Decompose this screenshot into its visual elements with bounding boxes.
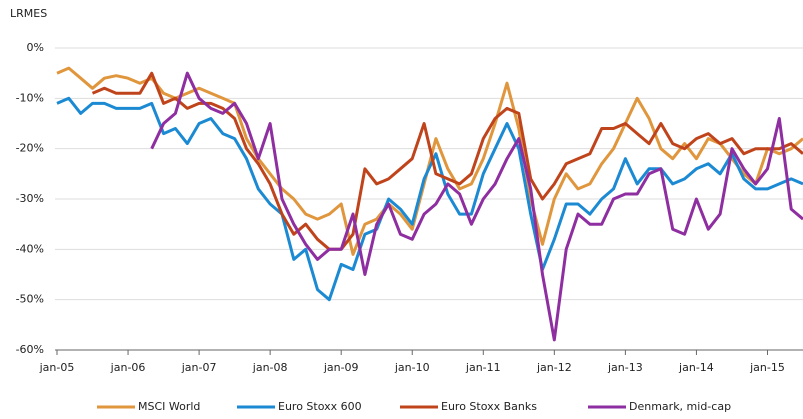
legend-label: Euro Stoxx Banks <box>441 400 537 413</box>
x-tick-label: jan-08 <box>252 361 288 374</box>
chart-title: LRMES <box>10 7 47 20</box>
x-tick-label: jan-13 <box>607 361 643 374</box>
x-tick-label: jan-11 <box>465 361 501 374</box>
series-line <box>56 66 803 256</box>
y-tick-label: -50% <box>16 293 44 306</box>
x-tick-label: jan-15 <box>749 361 785 374</box>
legend-label: Denmark, mid-cap <box>629 400 731 413</box>
legend-label: MSCI World <box>138 400 200 413</box>
y-tick-label: -20% <box>16 142 44 155</box>
y-tick-label: -30% <box>16 192 44 205</box>
legend-label: Euro Stoxx 600 <box>278 400 362 413</box>
series-line <box>150 71 803 342</box>
y-tick-label: -10% <box>16 91 44 104</box>
x-tick-label: jan-10 <box>394 361 430 374</box>
y-tick-label: 0% <box>27 41 44 54</box>
series-line <box>56 96 803 302</box>
y-tick-label: -60% <box>16 343 44 356</box>
series-line <box>91 71 803 251</box>
x-tick-label: jan-09 <box>323 361 359 374</box>
y-tick-label: -40% <box>16 242 44 255</box>
x-tick-label: jan-07 <box>181 361 217 374</box>
x-tick-label: jan-12 <box>536 361 572 374</box>
x-tick-label: jan-14 <box>678 361 714 374</box>
x-tick-label: jan-05 <box>39 361 75 374</box>
x-tick-label: jan-06 <box>110 361 146 374</box>
